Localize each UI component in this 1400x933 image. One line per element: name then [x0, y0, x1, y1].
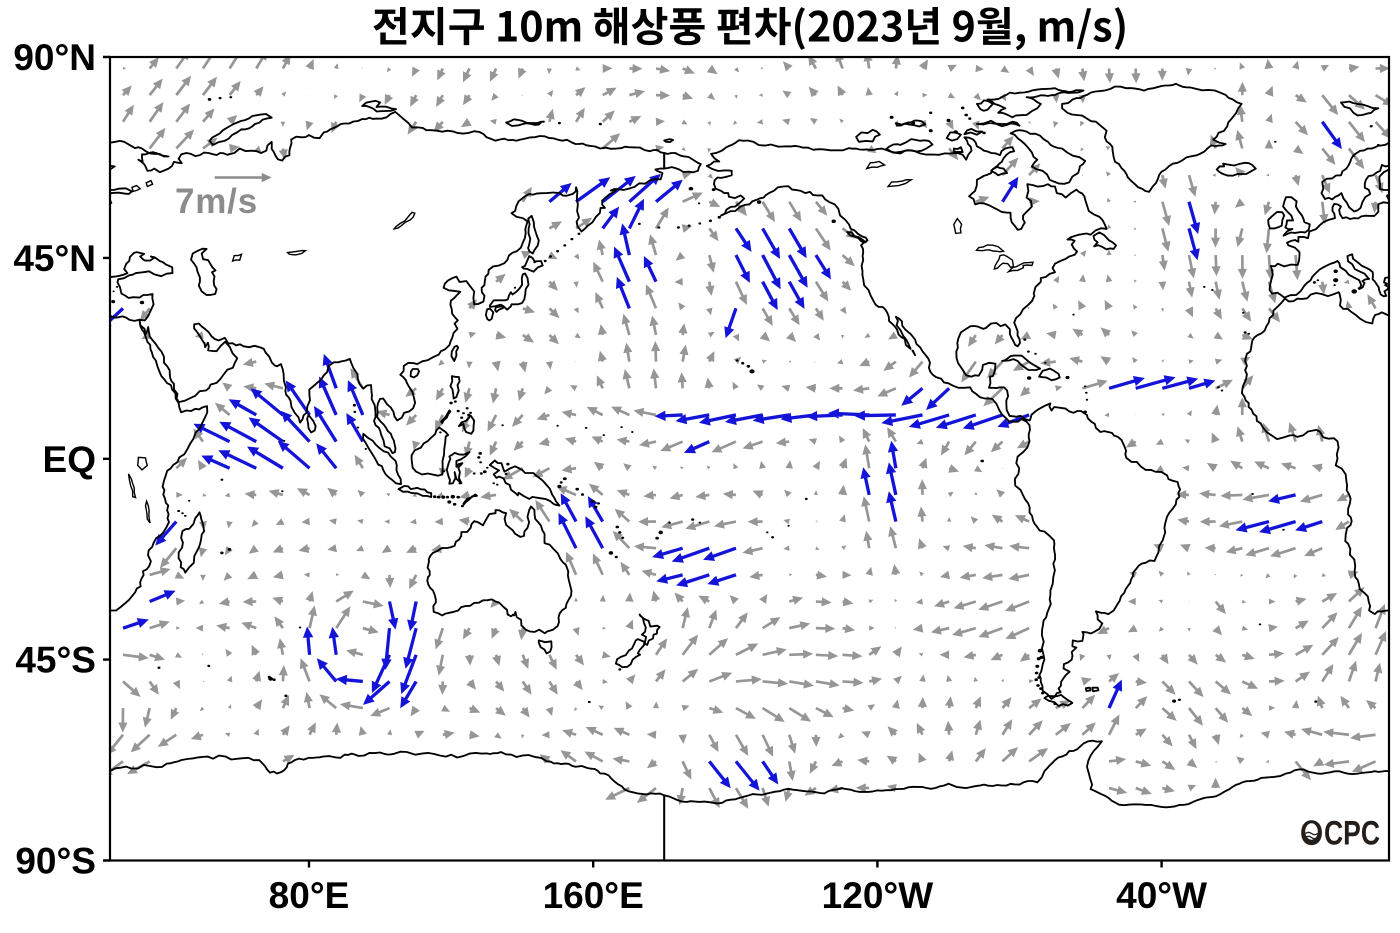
- svg-text:120°W: 120°W: [822, 875, 934, 916]
- svg-text:45°N: 45°N: [13, 238, 96, 279]
- svg-text:160°E: 160°E: [543, 875, 644, 916]
- svg-text:CPC: CPC: [1324, 815, 1380, 853]
- svg-text:90°S: 90°S: [15, 841, 96, 882]
- svg-text:EQ: EQ: [43, 439, 96, 480]
- svg-text:7m/s: 7m/s: [175, 182, 258, 221]
- svg-text:90°N: 90°N: [13, 37, 96, 78]
- svg-text:45°S: 45°S: [15, 640, 96, 681]
- svg-text:40°W: 40°W: [1116, 875, 1207, 916]
- svg-text:80°E: 80°E: [269, 875, 350, 916]
